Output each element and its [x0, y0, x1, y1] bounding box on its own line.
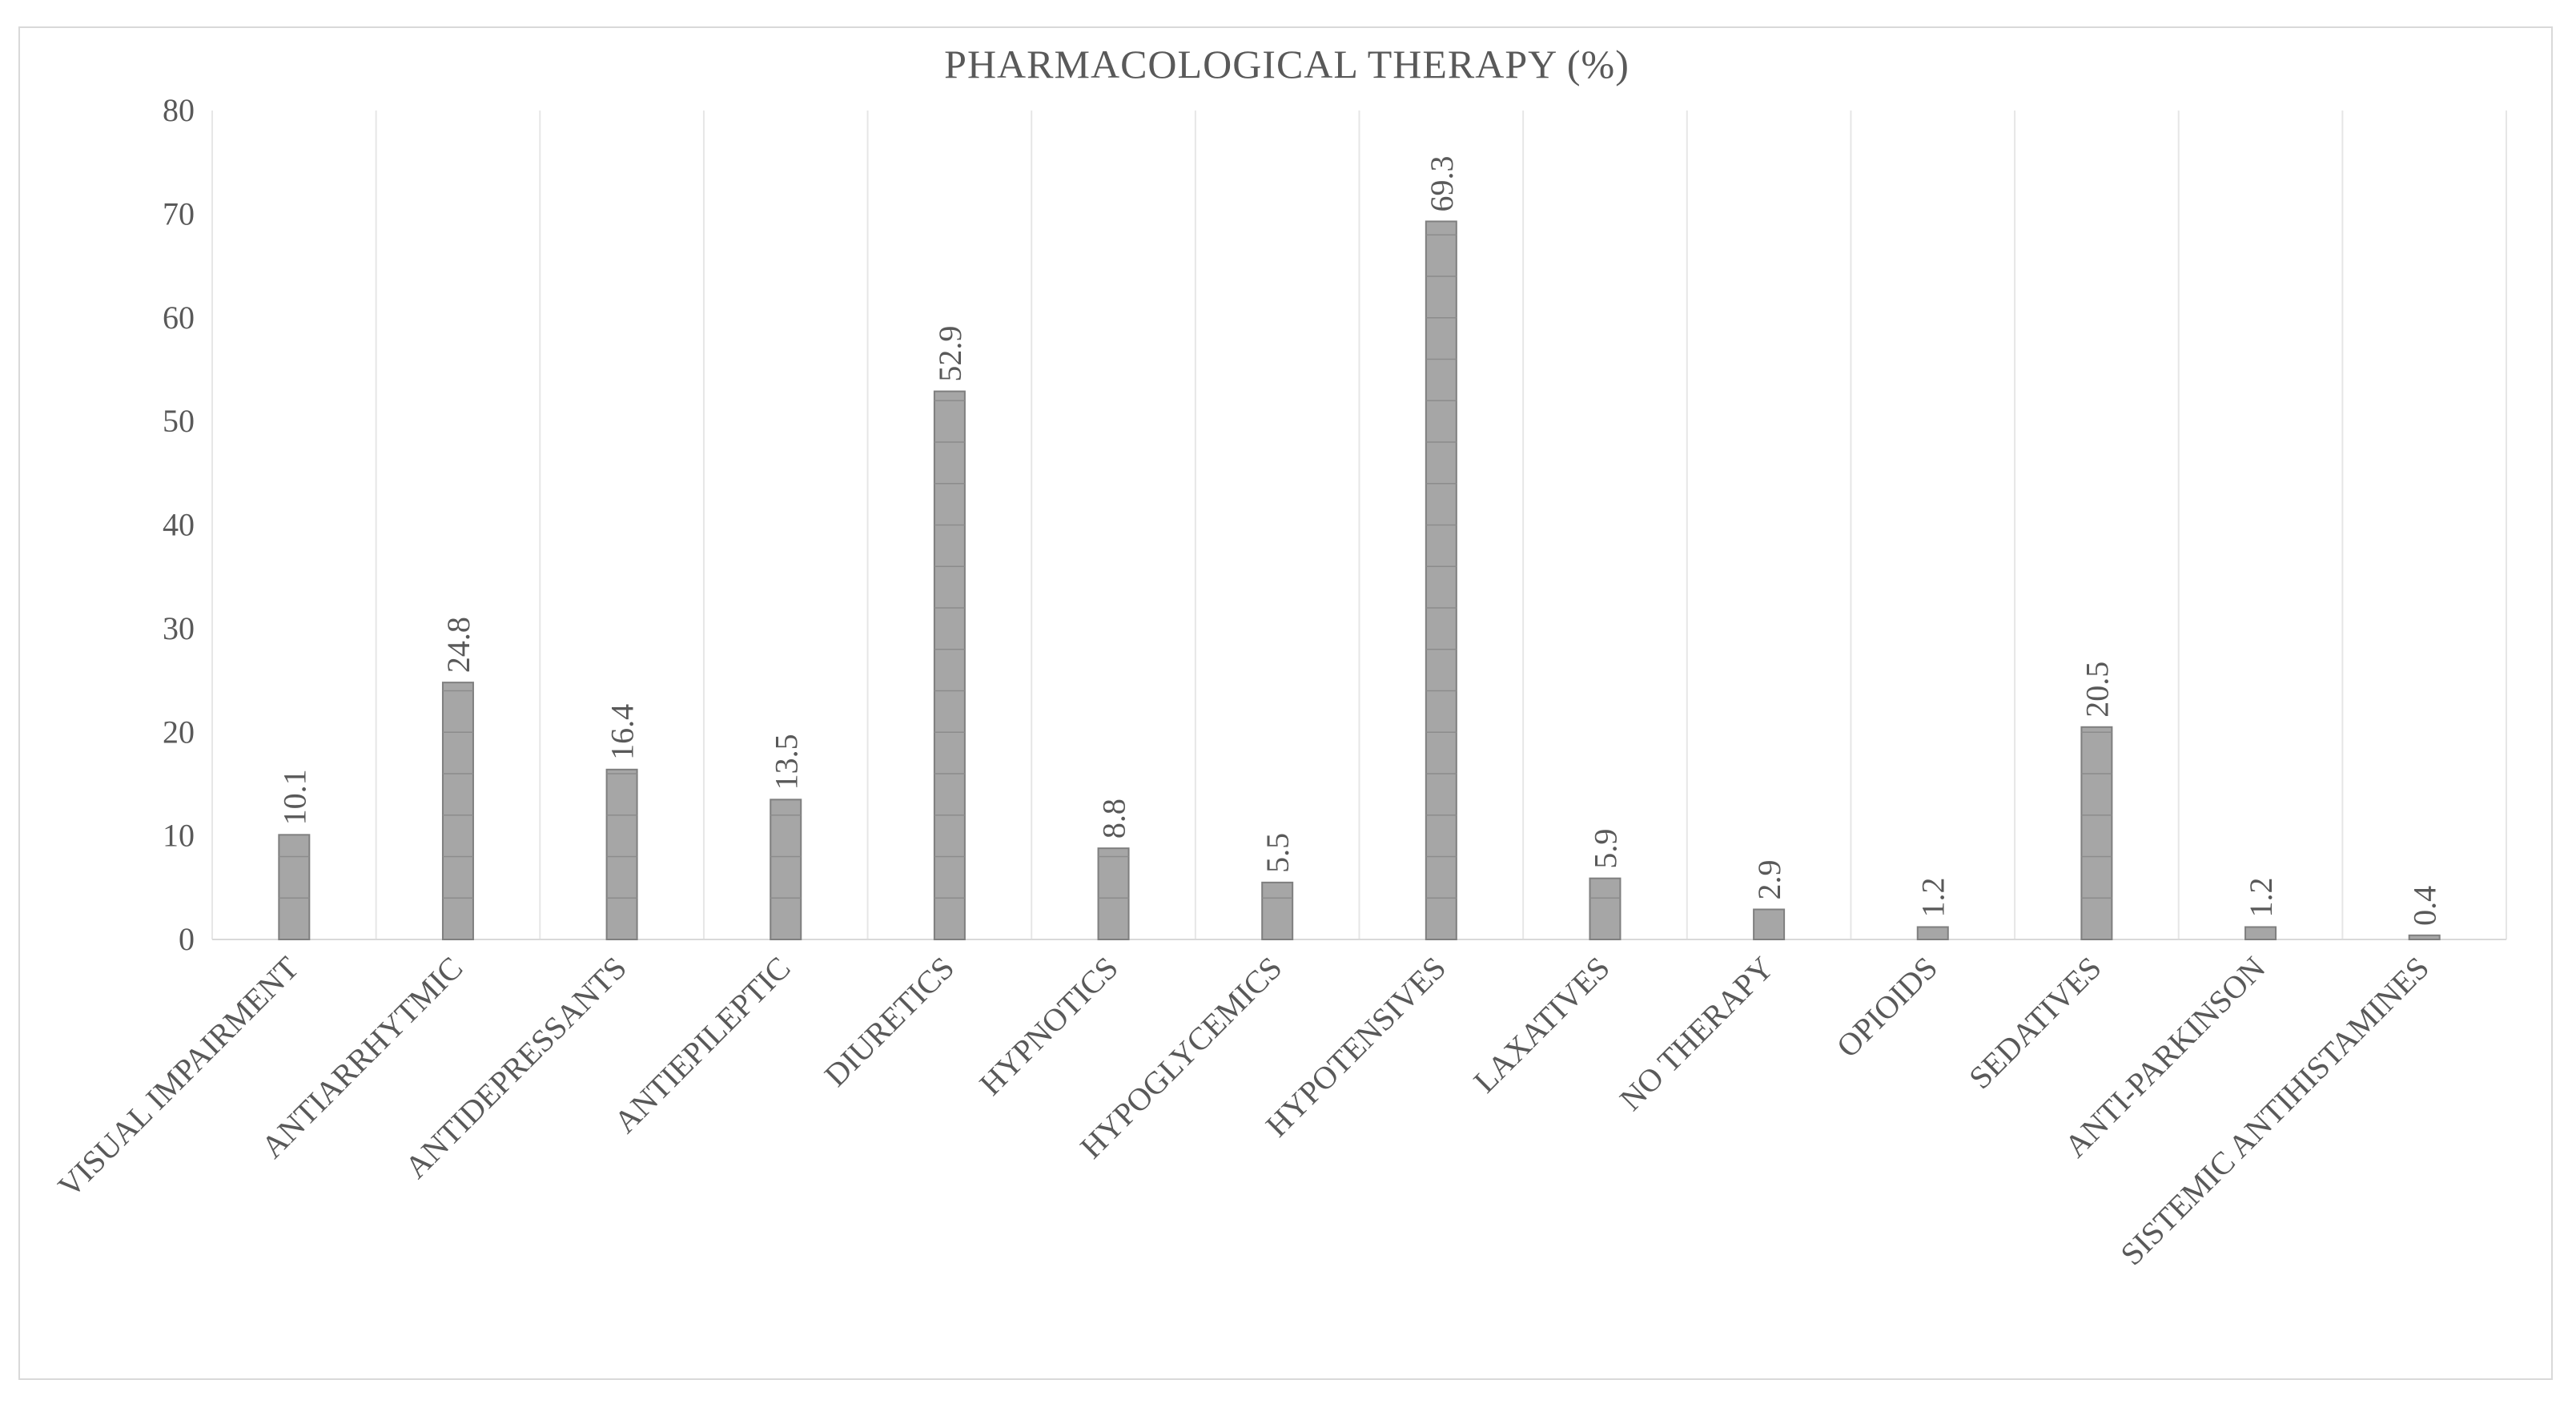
- y-tick-label: 70: [163, 195, 195, 231]
- data-label: 16.4: [605, 704, 641, 760]
- data-label: 0.4: [2407, 886, 2443, 926]
- bar: [605, 768, 638, 941]
- category-label: SISTEMIC ANTIHISTAMINES: [2113, 950, 2436, 1273]
- y-tick-label: 20: [163, 714, 195, 750]
- category-label: ANTIEPILEPTIC: [607, 950, 798, 1140]
- data-label: 13.5: [768, 734, 804, 790]
- bar-group: [933, 390, 966, 940]
- data-label: 69.3: [1424, 155, 1460, 211]
- bar-group: [1916, 926, 1949, 940]
- bar: [2408, 934, 2441, 940]
- bar: [1097, 847, 1130, 941]
- y-tick-label: 0: [179, 921, 195, 957]
- y-tick-label: 10: [163, 818, 195, 854]
- category-label: LAXATIVES: [1466, 950, 1616, 1100]
- category-label: HYPNOTICS: [972, 950, 1125, 1103]
- bar: [1261, 881, 1294, 940]
- bar-group: [770, 799, 802, 940]
- bar-group: [2244, 926, 2277, 940]
- category-label: VISUAL IMPAIRMENT: [51, 950, 306, 1205]
- data-label: 1.2: [2243, 877, 2279, 917]
- bar: [1425, 220, 1457, 940]
- data-label: 2.9: [1751, 859, 1787, 899]
- data-label: 5.9: [1587, 829, 1623, 869]
- bar-group: [605, 768, 638, 941]
- data-label: 1.2: [1915, 877, 1951, 917]
- chart-title: PHARMACOLOGICAL THERAPY (%): [944, 42, 1630, 86]
- bar-group: [1097, 847, 1130, 941]
- bar: [2080, 726, 2113, 940]
- bar: [1753, 908, 1786, 940]
- category-label: SEDATIVES: [1962, 950, 2108, 1096]
- bar: [2244, 926, 2277, 940]
- bar-group: [1589, 877, 1622, 940]
- chart-frame: PHARMACOLOGICAL THERAPY (%) 0 10 20 30 40 50 6…: [18, 26, 2553, 1380]
- category-label: OPIOIDS: [1830, 950, 1944, 1064]
- x-axis-categories: VISUAL IMPAIRMENTANTIARRHYTMICANTIDEPRES…: [51, 950, 2436, 1273]
- data-label: 20.5: [2079, 662, 2115, 718]
- bar-group: [441, 682, 474, 941]
- data-label: 24.8: [440, 617, 476, 673]
- y-axis-ticks: 0 10 20 30 40 50 60 70 80: [163, 92, 195, 957]
- bar-group: [1425, 220, 1457, 940]
- data-label: 52.9: [932, 326, 968, 382]
- y-tick-label: 60: [163, 300, 195, 336]
- bar-chart: PHARMACOLOGICAL THERAPY (%) 0 10 20 30 40 50 6…: [51, 42, 2507, 1273]
- bar-group: [2408, 934, 2441, 940]
- bar: [278, 834, 311, 940]
- bar-group: [2080, 726, 2113, 940]
- category-label: NO THERAPY: [1613, 950, 1781, 1118]
- y-tick-label: 50: [163, 403, 195, 439]
- data-label: 10.1: [276, 769, 312, 825]
- data-label: 8.8: [1096, 799, 1132, 839]
- bar: [1916, 926, 1949, 940]
- y-tick-label: 80: [163, 92, 195, 128]
- bar: [441, 682, 474, 941]
- bar-group: [1261, 881, 1294, 940]
- data-labels: 10.1 24.8 16.4 13.5 52.9 8.8 5.5 69.3 5.9 2.9 1.2 2…: [276, 155, 2442, 925]
- grid-layer: [211, 111, 2507, 940]
- bar: [1589, 877, 1622, 940]
- bar-group: [1753, 908, 1786, 940]
- y-tick-label: 40: [163, 507, 195, 543]
- bar-group: [278, 834, 311, 940]
- category-label: HYPOTENSIVES: [1259, 950, 1453, 1144]
- y-tick-label: 30: [163, 610, 195, 646]
- bar: [933, 390, 966, 940]
- data-label: 5.5: [1260, 833, 1296, 873]
- category-label: DIURETICS: [818, 950, 962, 1094]
- bar-series: [278, 220, 2441, 941]
- bar: [770, 799, 802, 940]
